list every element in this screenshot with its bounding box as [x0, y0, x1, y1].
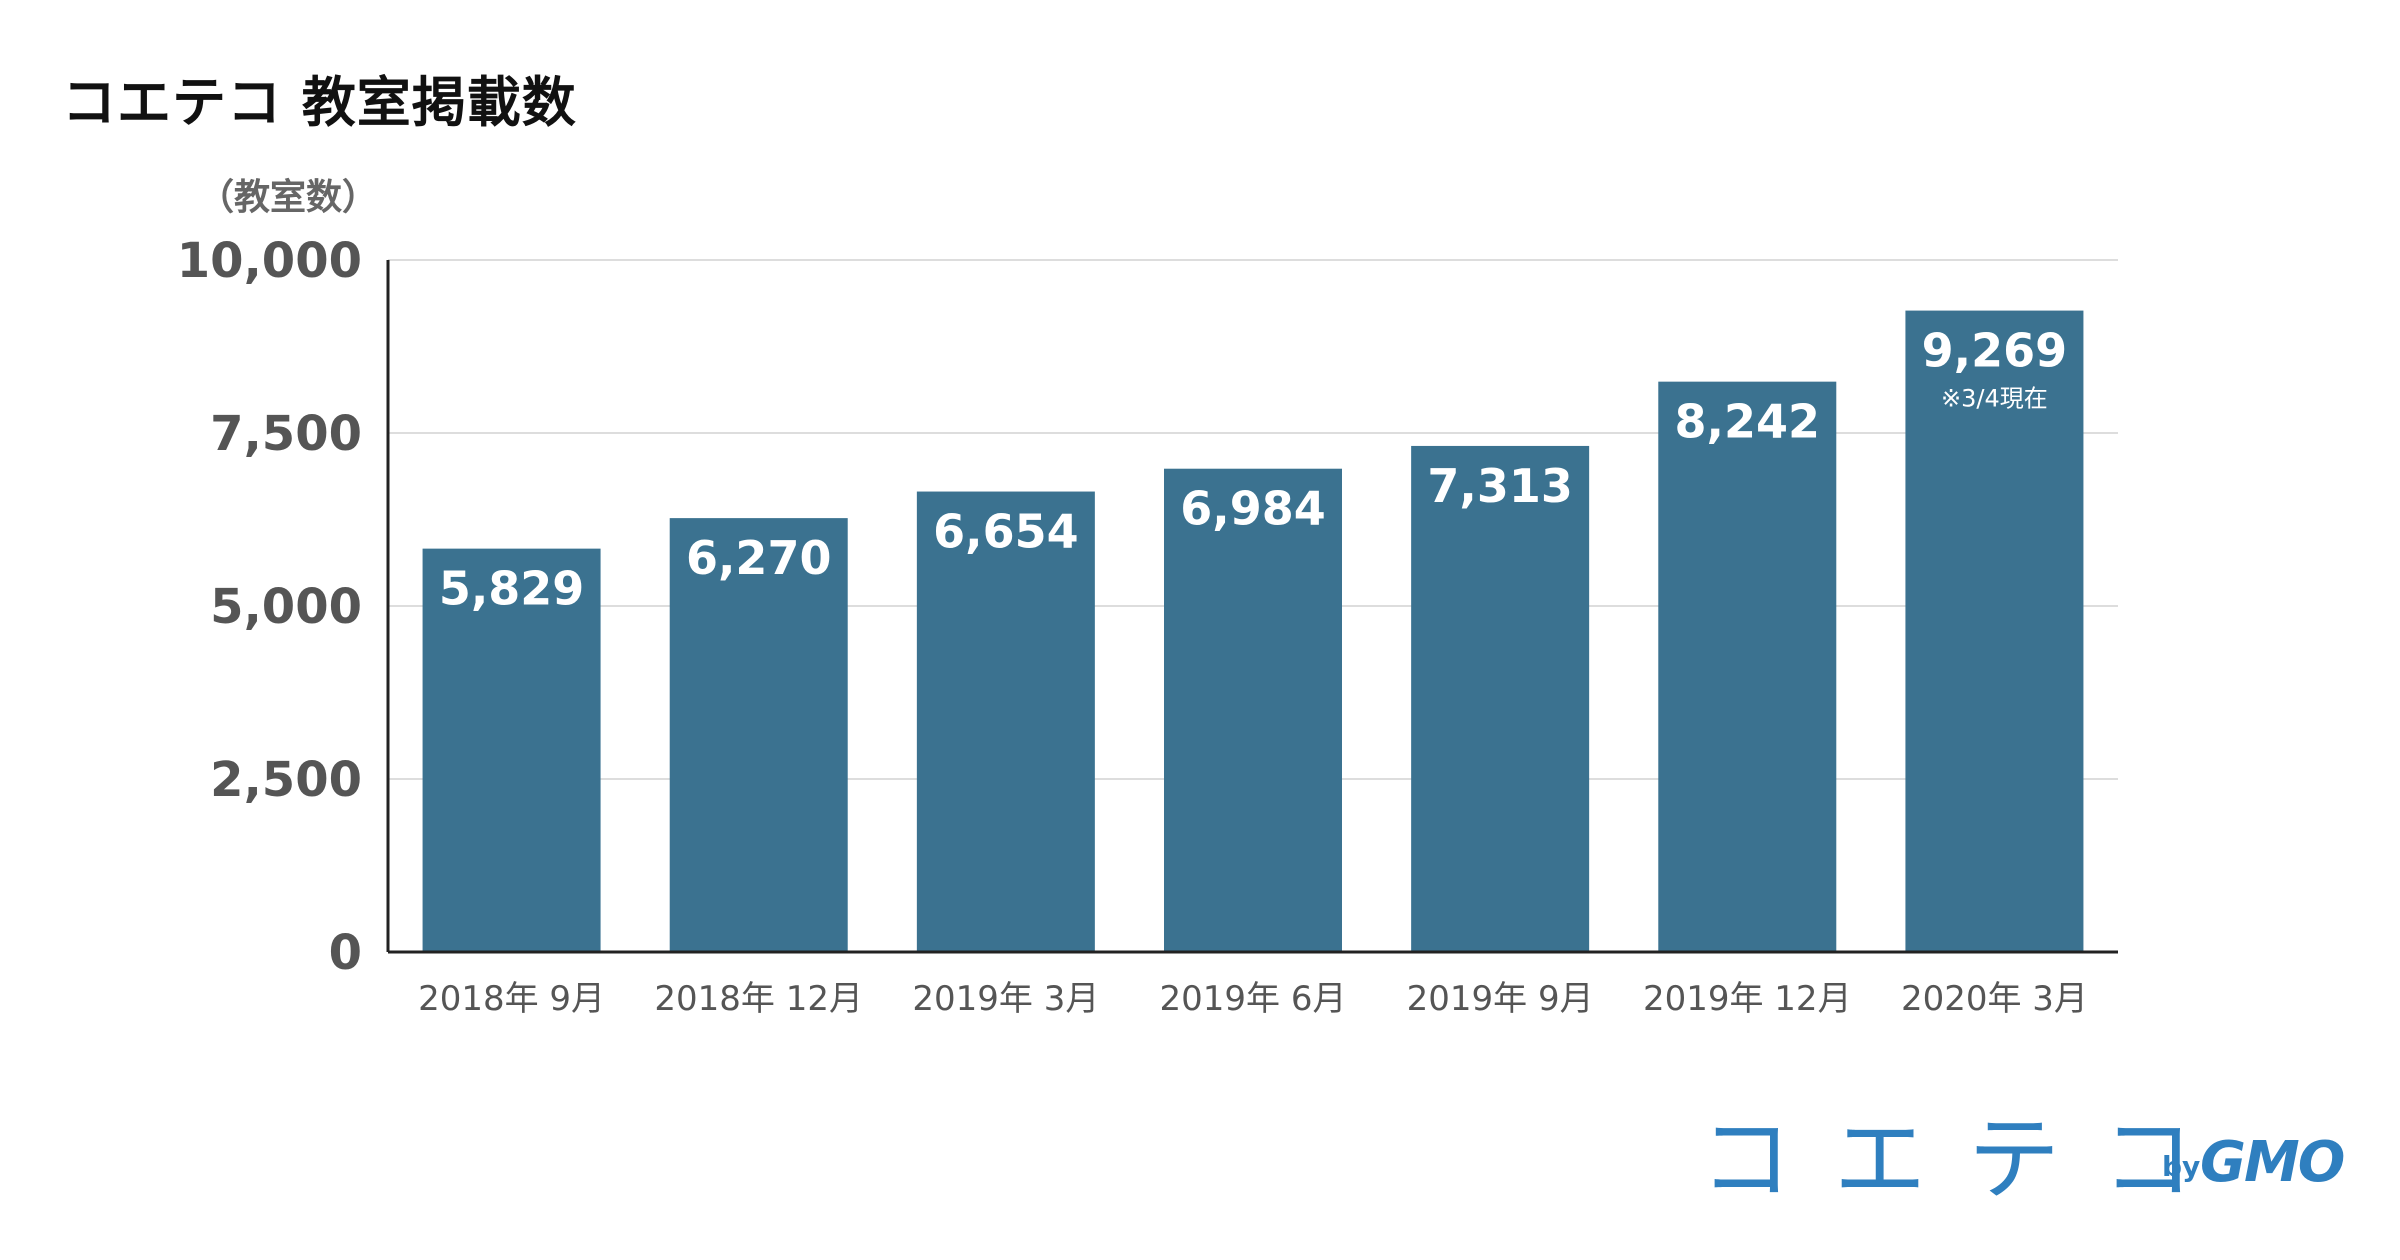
- bars: 5,829 6,270 6,654 6,984 7,313 8,242 9,269 ※3/4現…: [422, 310, 2084, 953]
- bar-value-label: 6,270: [686, 531, 832, 585]
- y-tick-label: 7,500: [210, 406, 362, 462]
- bar-value-label: 6,654: [933, 505, 1079, 559]
- y-axis-unit-label: （教室数）: [198, 177, 379, 218]
- chart-title: コエテコ 教室掲載数: [62, 71, 577, 134]
- x-tick-label: 2019年 9月: [1407, 979, 1594, 1019]
- bar-value-label: 8,242: [1675, 395, 1821, 449]
- bar: [1905, 310, 2084, 952]
- koeteko-logo: コエテコ by GMO: [1700, 1110, 2380, 1210]
- logo-gmo: GMO: [2200, 1130, 2345, 1195]
- bar: [422, 548, 601, 952]
- x-tick-labels: 2018年 9月 2018年 12月 2019年 3月 2019年 6月 2019年 9…: [418, 979, 2088, 1019]
- logo-by: by: [2162, 1150, 2201, 1183]
- logo-wordmark: コエテコ: [1700, 1106, 2237, 1213]
- x-tick-label: 2020年 3月: [1901, 979, 2088, 1019]
- bar: [1411, 445, 1590, 952]
- y-tick-label: 5,000: [210, 579, 362, 635]
- y-tick-label: 10,000: [177, 233, 362, 289]
- bar-annotation: ※3/4現在: [1941, 385, 2048, 413]
- bar-value-label: 7,313: [1427, 459, 1573, 513]
- y-tick-labels: 0 2,500 5,000 7,500 10,000: [177, 233, 362, 981]
- bar-value-label: 9,269: [1922, 324, 2068, 378]
- x-tick-label: 2019年 3月: [912, 979, 1099, 1019]
- x-tick-label: 2019年 12月: [1643, 979, 1852, 1019]
- bar-value-label: 5,829: [439, 562, 585, 616]
- bar: [669, 518, 848, 952]
- bar: [916, 491, 1095, 952]
- x-tick-label: 2018年 9月: [418, 979, 605, 1019]
- bar-value-label: 6,984: [1180, 482, 1326, 536]
- bar: [1658, 381, 1837, 953]
- x-tick-label: 2018年 12月: [654, 979, 863, 1019]
- x-tick-label: 2019年 6月: [1160, 979, 1347, 1019]
- y-tick-label: 0: [329, 925, 362, 981]
- y-tick-label: 2,500: [210, 752, 362, 808]
- bar: [1164, 468, 1342, 952]
